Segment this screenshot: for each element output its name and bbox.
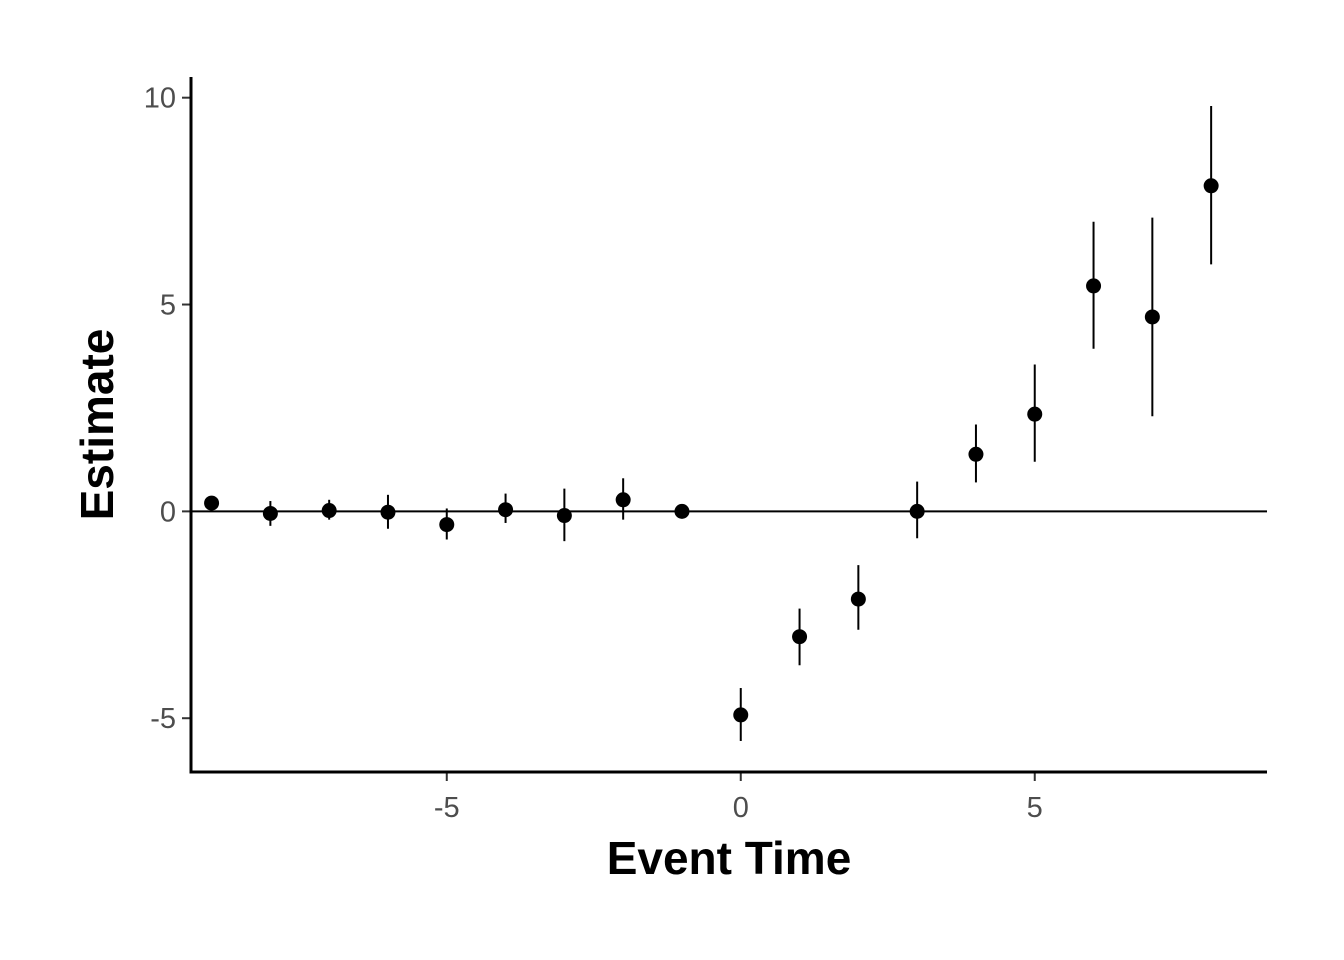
plot-area [191,105,1267,741]
x-tick-label: -5 [434,792,460,824]
data-point-2 [321,503,337,519]
data-point-14 [1027,406,1043,422]
data-point-13 [968,446,984,462]
x-axis-ticks: -5 0 5 [434,772,1043,824]
data-point-10 [792,629,808,645]
y-tick-label: 5 [160,290,176,322]
x-axis-title: Event Time [607,832,852,884]
data-point-12 [909,503,925,519]
data-point-9 [733,707,749,723]
x-tick-label: 0 [733,792,749,824]
y-axis-title: Estimate [71,329,123,521]
data-point-3 [380,504,396,520]
data-point-15 [1086,278,1102,294]
y-tick-label: 0 [160,496,176,528]
data-point-5 [498,502,514,518]
data-point-16 [1144,309,1160,325]
data-point-7 [615,492,631,508]
data-point-6 [556,508,572,524]
data-point-0 [204,495,220,511]
data-point-17 [1203,178,1219,194]
data-point-11 [850,591,866,607]
data-point-8 [674,503,690,519]
x-tick-label: 5 [1027,792,1043,824]
y-axis-ticks: -5 0 5 10 [144,83,191,735]
data-point-1 [262,505,278,521]
data-point-4 [439,517,455,533]
y-tick-label: -5 [150,703,176,735]
y-tick-label: 10 [144,83,176,115]
